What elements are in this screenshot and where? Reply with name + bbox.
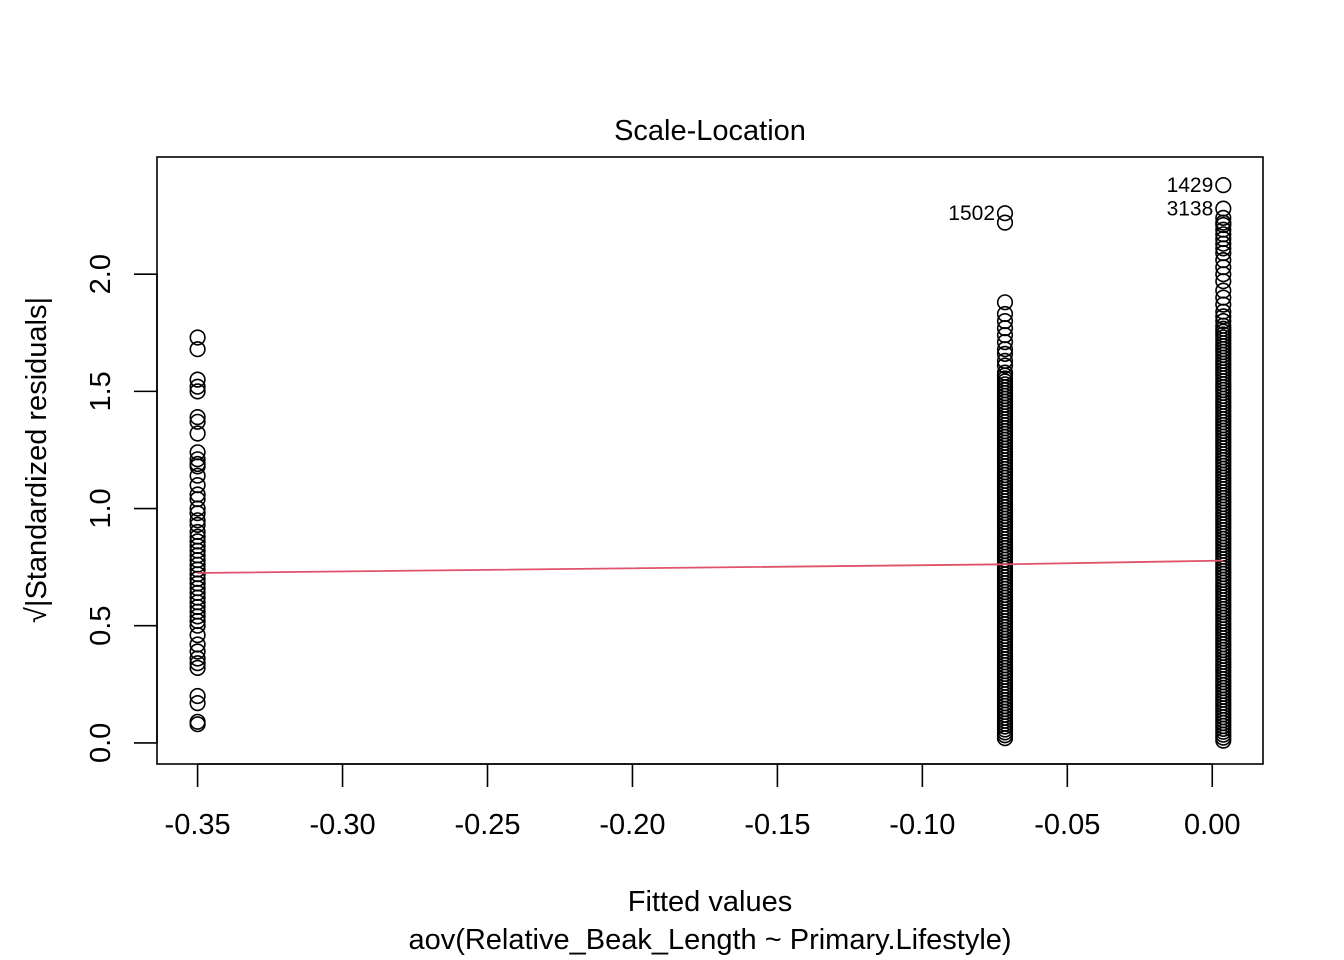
x-tick-label: -0.25 [454,809,520,841]
x-axis: -0.35 -0.30 -0.25 -0.20 -0.15 -0.10 -0.05 0.00 [165,763,1240,841]
data-point [189,716,206,733]
data-point [189,458,206,475]
data-point [189,378,206,395]
data-point [1215,209,1232,226]
data-point [1215,317,1232,334]
data-point [996,205,1014,222]
data-point [189,413,206,430]
data-point [996,357,1014,374]
data-point [189,516,206,534]
x-tick-label: -0.15 [744,809,810,841]
data-point [189,659,206,677]
points-layer [189,177,1232,749]
y-axis: 0.0 0.5 1.0 1.5 2.0 [85,254,158,763]
data-point [189,371,206,388]
data-point [1215,177,1232,194]
x-tick-label: -0.30 [309,809,375,841]
data-point [996,341,1014,358]
data-point [1215,266,1232,283]
x-tick-label: -0.10 [889,809,955,841]
y-tick-label: 1.0 [85,488,117,528]
point-annotation: 1429 [1167,174,1214,197]
data-point [996,345,1014,363]
data-point [996,334,1014,351]
point-annotation: 3138 [1167,198,1214,221]
data-point [189,643,206,660]
data-point [1215,235,1232,252]
y-tick-label: 1.5 [85,371,117,411]
data-point [189,626,206,644]
data-point [1215,240,1232,257]
x-tick-label: -0.20 [599,809,665,841]
y-tick-label: 0.0 [85,723,117,763]
point-annotation: 1502 [948,202,995,225]
x-tick-label: 0.00 [1184,809,1240,841]
data-point [189,650,206,667]
data-point [189,617,206,634]
data-point [189,655,206,672]
data-point [189,329,206,346]
y-tick-label: 0.5 [85,606,117,646]
data-point [189,467,206,484]
data-point [189,694,206,712]
data-point [996,294,1014,311]
x-axis-label: Fitted values [628,886,792,918]
data-point [1215,273,1232,290]
x-tick-label: -0.35 [165,809,231,841]
data-point [189,341,206,358]
y-tick-label: 2.0 [85,254,117,294]
y-axis-label: √|Standardized residuals| [21,297,53,623]
data-point [189,608,206,625]
chart-title: Scale-Location [614,115,806,147]
data-point [189,500,206,517]
x-tick-label: -0.05 [1034,809,1100,841]
data-point [189,451,206,468]
plot-frame [156,156,1264,765]
data-point [1215,296,1232,313]
data-point [189,425,206,442]
data-point [996,364,1014,381]
data-point [189,512,206,529]
data-point [189,505,206,522]
data-point [996,214,1014,231]
trend-layer [197,559,1224,574]
data-point [189,687,206,705]
data-point [189,383,206,400]
data-point [189,409,206,426]
data-point [1215,313,1232,330]
trend-line [197,559,1224,574]
chart-subtitle: aov(Relative_Beak_Length ~ Primary.Lifes… [408,924,1011,956]
